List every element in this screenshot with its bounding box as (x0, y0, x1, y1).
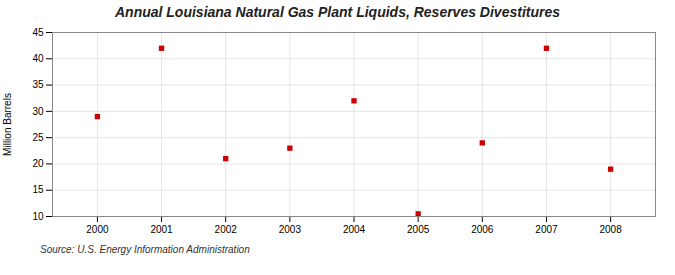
svg-text:2008: 2008 (599, 224, 622, 235)
svg-text:35: 35 (32, 79, 44, 90)
html-text:Source: U.S. Energy Informatio: Source: U.S. Energy Information Administ… (40, 244, 250, 255)
svg-text:2007: 2007 (535, 224, 558, 235)
svg-text:2006: 2006 (471, 224, 494, 235)
svg-text:Million Barrels: Million Barrels (2, 93, 13, 156)
svg-text:45: 45 (32, 27, 44, 38)
svg-text:30: 30 (32, 106, 44, 117)
svg-text:2000: 2000 (86, 224, 109, 235)
svg-text:25: 25 (32, 132, 44, 143)
svg-text:2003: 2003 (279, 224, 302, 235)
svg-text:2001: 2001 (150, 224, 173, 235)
svg-text:10: 10 (32, 211, 44, 222)
svg-text:2004: 2004 (343, 224, 366, 235)
svg-text:2002: 2002 (215, 224, 238, 235)
svg-text:40: 40 (32, 53, 44, 64)
svg-text:2005: 2005 (407, 224, 430, 235)
svg-text:15: 15 (32, 184, 44, 195)
html-text:Annual Louisiana Natural Gas P: Annual Louisiana Natural Gas Plant Liqui… (115, 4, 560, 20)
svg-text:20: 20 (32, 158, 44, 169)
